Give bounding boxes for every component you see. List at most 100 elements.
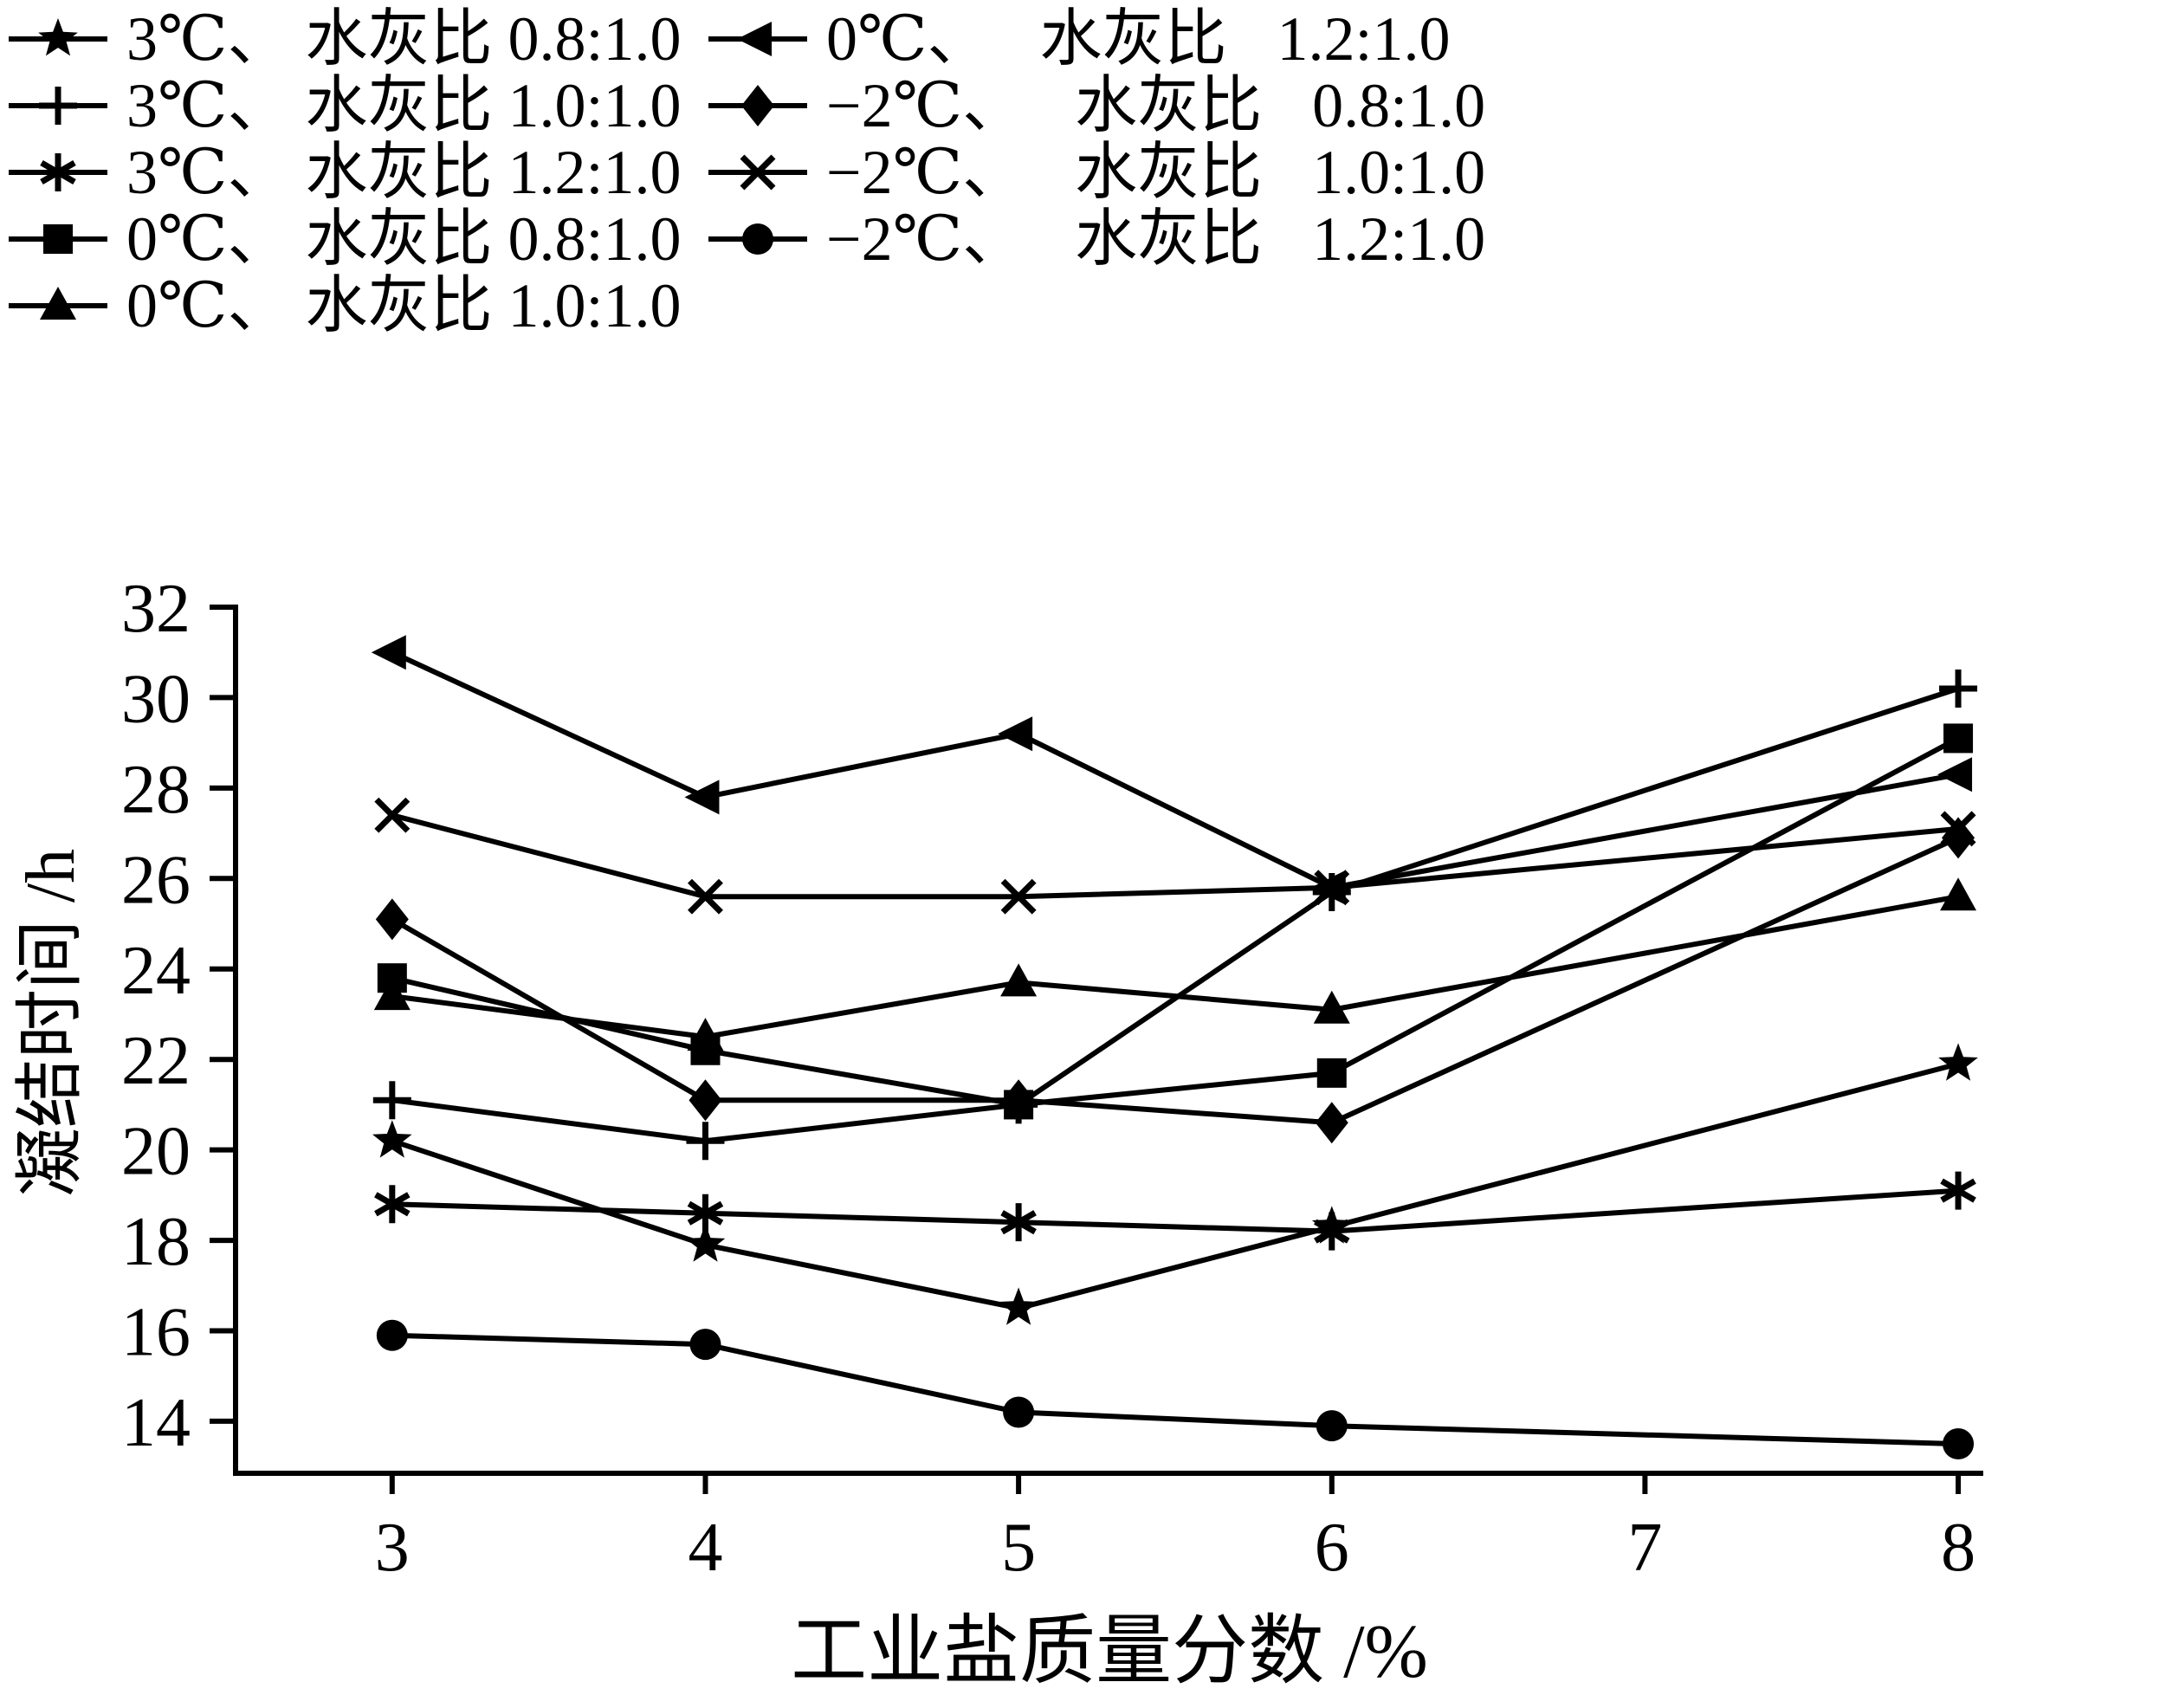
legend-item: 3℃、 水灰比 1.2:1.0	[7, 139, 707, 205]
marker-x	[374, 797, 411, 833]
y-tick-label: 32	[121, 571, 191, 647]
marker-star	[38, 17, 78, 55]
marker-circle	[1003, 1396, 1035, 1428]
marker-asterisk	[374, 1185, 411, 1224]
marker-circle	[742, 223, 773, 255]
x-tick-label: 7	[1627, 1510, 1662, 1586]
marker-plus	[372, 1081, 411, 1120]
y-tick-label: 14	[121, 1385, 191, 1461]
legend-key-triangle-up	[9, 286, 107, 320]
y-axis-title: 凝结时间 /h	[13, 849, 89, 1197]
legend-item-label: 0℃、 水灰比 0.8:1.0	[126, 204, 682, 274]
series-line-triangle-up	[391, 894, 1959, 1040]
x-axis-title: 工业盐质量分数 /%	[791, 1610, 1428, 1694]
y-tick-label: 26	[121, 842, 191, 918]
y-tick-label: 30	[121, 661, 191, 737]
marker-diamond	[741, 84, 774, 126]
series-line-diamond	[391, 835, 1960, 1126]
y-tick-label: 16	[121, 1295, 191, 1371]
marker-x	[1000, 878, 1037, 915]
x-tick-label: 6	[1315, 1510, 1349, 1586]
y-tick-label: 22	[121, 1023, 191, 1099]
marker-star	[1938, 1043, 1978, 1081]
marker-x	[687, 878, 723, 915]
x-tick-label: 5	[1001, 1510, 1036, 1586]
legend-key-asterisk	[9, 152, 107, 191]
legend-item-label: 3℃、 水灰比 1.2:1.0	[126, 137, 682, 207]
marker-triangle-left	[371, 635, 406, 670]
legend-key-plus	[9, 86, 107, 125]
marker-triangle-up	[687, 1018, 724, 1051]
marker-circle	[689, 1329, 721, 1361]
legend-item: −2℃、 水灰比 0.8:1.0	[707, 72, 2166, 139]
marker-triangle-up	[1000, 963, 1038, 997]
series-line-star	[391, 1061, 1959, 1311]
marker-plus	[1939, 669, 1978, 708]
x-tick-label: 4	[689, 1510, 723, 1586]
marker-asterisk	[1314, 1212, 1350, 1251]
legend-column-1: 3℃、 水灰比 0.8:1.0 3℃、 水灰比 1.0:1.0 3℃、 水灰比 1.…	[7, 5, 707, 339]
marker-triangle-up	[40, 286, 76, 320]
marker-x	[740, 154, 776, 190]
marker-triangle-up	[373, 977, 411, 1011]
legend-key-x	[708, 154, 807, 190]
y-tick-label: 28	[121, 752, 191, 828]
marker-triangle-left	[998, 716, 1033, 752]
x-tick-label: 3	[375, 1510, 410, 1586]
legend-item-label: −2℃、 水灰比 1.2:1.0	[826, 204, 1486, 274]
marker-diamond	[689, 1079, 722, 1122]
legend-item-label: 0℃、 水灰比 1.2:1.0	[826, 3, 1451, 74]
chart-area: 14 16 18 20 22 24 26 28 30 32 3 4 5 6 7 8 凝结时间 /h 工业盐质量…	[0, 339, 2166, 1704]
legend-key-circle	[708, 223, 807, 255]
legend-item-label: 3℃、 水灰比 1.0:1.0	[126, 70, 682, 140]
legend-key-star	[9, 17, 107, 55]
marker-diamond	[375, 898, 409, 941]
marker-diamond	[1315, 1102, 1348, 1144]
legend-item-label: −2℃、 水灰比 1.0:1.0	[826, 137, 1486, 207]
marker-star	[685, 1224, 726, 1262]
legend-column-2: 0℃、 水灰比 1.2:1.0 −2℃、 水灰比 0.8:1.0 −2℃、 水灰比 …	[707, 5, 2166, 339]
series-line-plus	[391, 686, 1960, 1144]
marker-square	[1316, 1058, 1347, 1088]
axis-frame	[233, 605, 1983, 1476]
marker-circle	[1316, 1410, 1348, 1442]
y-tick-label: 24	[121, 933, 191, 1009]
legend: 3℃、 水灰比 0.8:1.0 3℃、 水灰比 1.0:1.0 3℃、 水灰比 1.…	[0, 0, 2166, 339]
series-line-square	[391, 735, 1960, 1108]
series-line-circle	[391, 1332, 1959, 1447]
legend-item: 0℃、 水灰比 0.8:1.0	[7, 205, 707, 272]
marker-square	[1943, 723, 1974, 754]
legend-key-triangle-left	[708, 21, 807, 56]
marker-circle	[376, 1319, 408, 1351]
legend-item: −2℃、 水灰比 1.0:1.0	[707, 139, 2166, 205]
marker-star	[372, 1120, 412, 1158]
legend-item: −2℃、 水灰比 1.2:1.0	[707, 205, 2166, 272]
marker-triangle-left	[684, 780, 720, 815]
marker-triangle-left	[1937, 757, 1973, 793]
marker-asterisk	[687, 1194, 724, 1232]
legend-item: 0℃、 水灰比 1.0:1.0	[7, 272, 707, 339]
legend-item-label: 3℃、 水灰比 0.8:1.0	[126, 3, 682, 74]
marker-circle	[1943, 1428, 1975, 1460]
marker-asterisk	[1000, 1203, 1037, 1242]
legend-item: 3℃、 水灰比 0.8:1.0	[7, 5, 707, 72]
series-line-asterisk	[391, 1187, 1959, 1234]
marker-asterisk	[1940, 1171, 1976, 1210]
y-tick-label: 18	[121, 1204, 191, 1280]
legend-item-label: 0℃、 水灰比 1.0:1.0	[126, 270, 682, 340]
marker-square	[43, 223, 73, 254]
marker-triangle-up	[1940, 877, 1977, 911]
marker-x	[1314, 870, 1350, 906]
legend-key-diamond	[708, 84, 807, 126]
marker-plus	[39, 86, 77, 125]
legend-item-label: −2℃、 水灰比 0.8:1.0	[826, 70, 1486, 140]
marker-triangle-up	[1313, 990, 1350, 1024]
y-tick-label: 20	[121, 1114, 191, 1190]
marker-x	[1940, 811, 1976, 847]
marker-plus	[686, 1122, 725, 1161]
legend-key-square	[9, 223, 107, 254]
x-tick-label: 8	[1941, 1510, 1975, 1586]
